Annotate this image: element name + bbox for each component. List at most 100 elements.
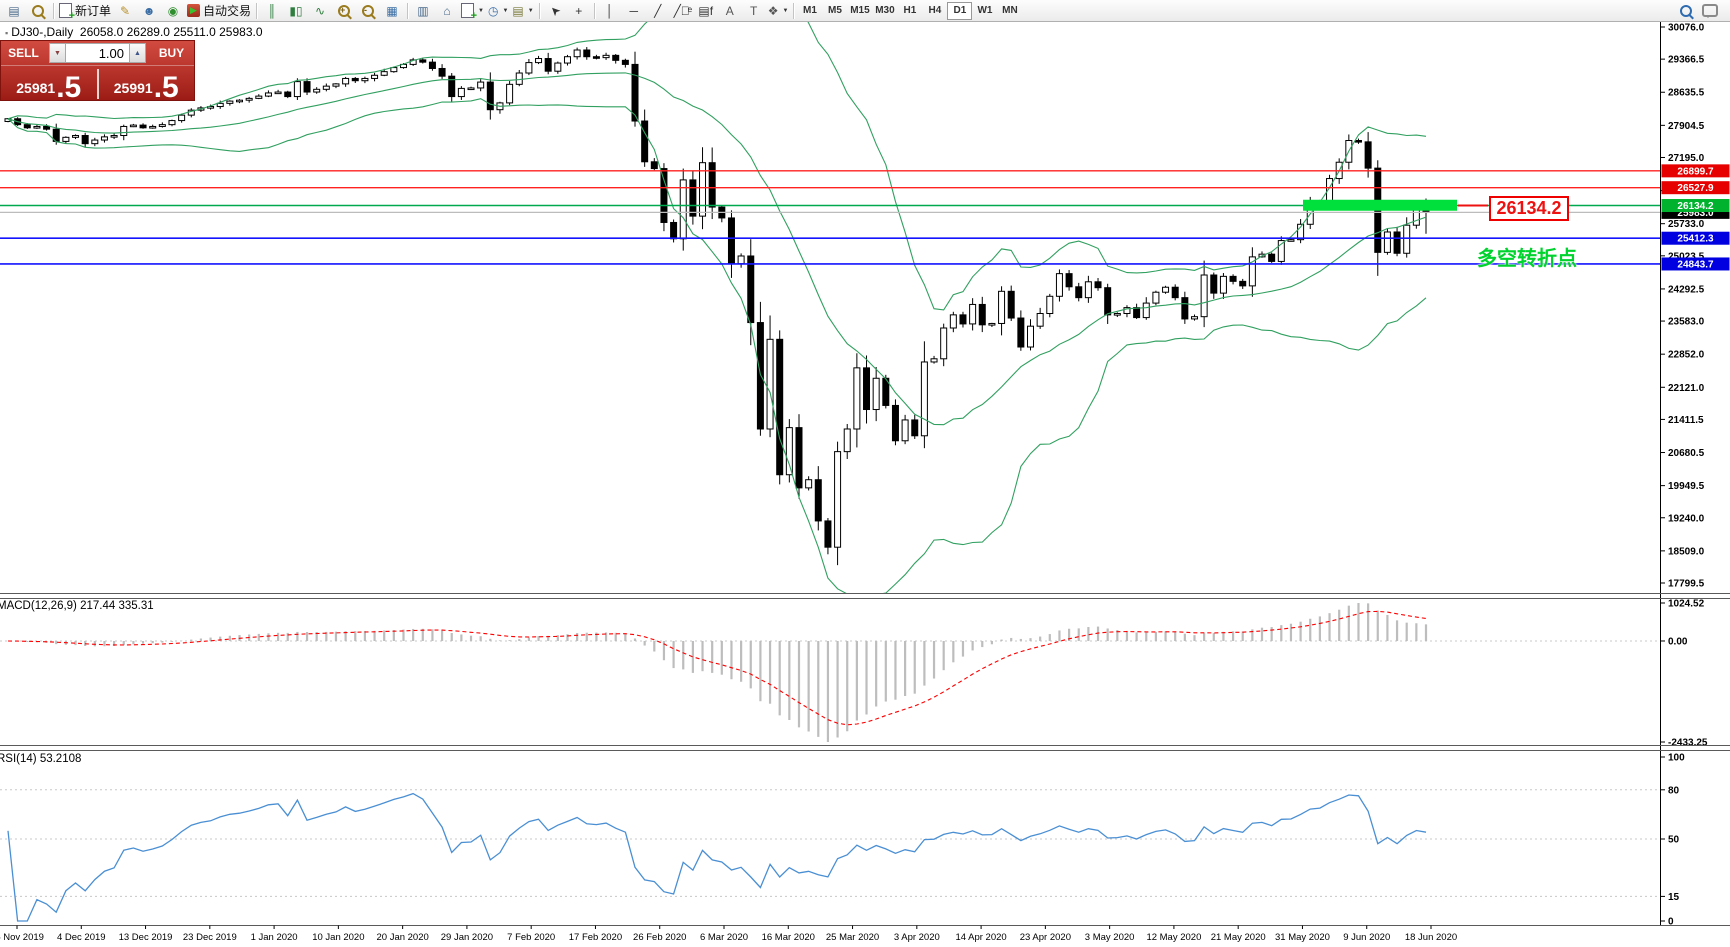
data-window-icon: ▥ (417, 3, 429, 18)
publisher-icon[interactable]: ☻ (137, 2, 161, 20)
line-chart-mode-icon[interactable]: ∿ (308, 2, 332, 20)
autotrading-button[interactable]: ▶ 自动交易 (185, 2, 253, 20)
new-order-button[interactable]: + 新订单 (57, 2, 113, 22)
rsi-pane[interactable] (0, 789, 1660, 922)
search-button[interactable] (1674, 2, 1698, 20)
chart-window-icon: ▤ (8, 3, 20, 18)
timeframe-h1[interactable]: H1 (903, 5, 917, 16)
turning-point-note[interactable]: 多空转折点 (1477, 248, 1577, 270)
macd-axis-label: -2433.25 (1668, 738, 1708, 749)
volume-increase-button[interactable]: ▲ (129, 43, 146, 63)
toolbar-separator (593, 2, 595, 19)
date-axis-label: 26 Feb 2020 (633, 932, 686, 943)
price-axis[interactable]: 30076.029366.528635.527904.527195.026464… (1660, 22, 1730, 928)
arrow-up-icon: ▲ (134, 49, 141, 57)
timeframe-d1[interactable]: D1 (947, 1, 973, 20)
chart-window-icon[interactable]: ▤ (2, 2, 26, 20)
print-preview-icon[interactable] (26, 2, 50, 20)
buy-price[interactable]: 25991 .5 (99, 66, 195, 104)
periods-icon[interactable]: ◷ ▼ (486, 2, 510, 20)
buy-button[interactable]: BUY (158, 46, 185, 60)
equidistant-channel-icon[interactable]: ╱╱ͤ (670, 2, 694, 20)
timeframe-h4[interactable]: H4 (928, 5, 942, 16)
candlestick-mode-icon[interactable]: ▮▯ (284, 2, 308, 20)
price-axis-label: 22121.0 (1668, 383, 1705, 394)
sell-price[interactable]: 25981 .5 (1, 66, 97, 104)
publisher-icon: ☻ (142, 3, 156, 18)
tile-windows-icon[interactable]: ▦ (380, 2, 404, 20)
price-axis-label: 24292.5 (1668, 284, 1705, 295)
toolbar-separator (793, 2, 795, 19)
cursor-icon[interactable]: ➤ (543, 2, 567, 20)
crosshair-icon[interactable]: + (567, 2, 591, 20)
buy-price-fraction: .5 (153, 71, 179, 104)
indicators-add-icon[interactable]: + ▼ (459, 2, 486, 22)
indicators-add-icon: + (461, 3, 477, 22)
price-callout-label[interactable]: 26134.2 (1489, 196, 1569, 221)
signals-icon[interactable]: ◉ (161, 2, 185, 20)
date-axis-label: 21 May 2020 (1211, 932, 1266, 943)
date-axis-label: 31 May 2020 (1275, 932, 1330, 943)
date-axis[interactable]: 25 Nov 2019 4 Dec 2019 13 Dec 2019 23 Dec 2… (0, 925, 1457, 944)
periods-icon: ◷ (487, 3, 499, 18)
price-axis-label: 19240.0 (1668, 513, 1705, 524)
price-axis-label: 29366.5 (1668, 55, 1705, 66)
text-icon[interactable]: A (718, 2, 742, 20)
text-label-icon[interactable]: T (742, 2, 766, 20)
metaeditor-icon[interactable]: ✎ (113, 2, 137, 20)
volume-decrease-button[interactable]: ▼ (49, 43, 66, 63)
line-chart-mode-icon: ∿ (315, 3, 326, 18)
vertical-line-icon[interactable]: │ (598, 2, 622, 20)
timeframe-w1[interactable]: W1 (977, 5, 993, 16)
timeframe-m30[interactable]: M30 (875, 5, 895, 16)
price-axis-label: 21411.5 (1668, 415, 1704, 426)
candlestick-mode-icon: ▮▯ (289, 3, 303, 18)
toolbar-separator (256, 2, 258, 19)
main-chart-pane[interactable] (0, 0, 1660, 599)
chat-button[interactable] (1698, 2, 1722, 20)
macd-pane[interactable] (0, 603, 1660, 742)
data-window-icon[interactable]: ▥ (411, 2, 435, 20)
date-axis-label: 13 Dec 2019 (119, 932, 173, 943)
date-axis-label: 6 Mar 2020 (700, 932, 748, 943)
arrows-icon[interactable]: ❖ ▼ (766, 2, 791, 20)
new-order-icon: + (59, 3, 75, 22)
rsi-line (7, 792, 1427, 922)
sell-button[interactable]: SELL (8, 46, 39, 60)
rsi-indicator-label: RSI(14) 53.2108 (0, 753, 82, 765)
timeframe-m15[interactable]: M15 (850, 5, 870, 16)
price-axis-label: 19949.5 (1668, 481, 1705, 492)
dropdown-caret-icon: ▼ (502, 7, 509, 14)
horizontal-line-icon: ─ (629, 3, 638, 18)
toolbar-separator (538, 2, 540, 19)
symbol-marker-icon: ▪ (5, 28, 9, 38)
toolbar-separator (407, 2, 409, 19)
price-badge-text: 26134.2 (1677, 201, 1714, 212)
horizontal-line-icon[interactable]: ─ (622, 2, 646, 20)
metaeditor-icon: ✎ (119, 3, 131, 18)
bar-chart-mode-icon[interactable]: ║ (260, 2, 284, 20)
text-icon: A (725, 3, 734, 18)
sell-price-fraction: .5 (56, 71, 82, 104)
navigator-icon[interactable]: ⌂ (435, 2, 459, 20)
templates-icon[interactable]: ▤ ▼ (510, 2, 535, 20)
zoom-out-icon: - (362, 4, 375, 17)
date-axis-label: 23 Dec 2019 (183, 932, 237, 943)
crosshair-icon: + (575, 3, 583, 18)
timeframe-m1[interactable]: M1 (802, 5, 817, 16)
price-axis-label: 27904.5 (1668, 121, 1705, 132)
volume-input[interactable]: 1.00 (66, 43, 129, 63)
zoom-out-icon[interactable]: - (356, 2, 380, 20)
date-axis-label: 4 Dec 2019 (57, 932, 106, 943)
bar-chart-mode-icon: ║ (267, 3, 277, 18)
date-axis-label: 10 Jan 2020 (312, 932, 364, 943)
price-badge (1661, 199, 1730, 213)
timeframe-mn[interactable]: MN (1002, 5, 1018, 16)
timeframe-m5[interactable]: M5 (827, 5, 842, 16)
trendline-icon[interactable]: ╱ (646, 2, 670, 20)
arrow-down-icon: ▼ (54, 49, 61, 57)
trendline-icon: ╱ (654, 3, 662, 18)
fibonacci-icon[interactable]: ▤f (694, 2, 718, 20)
zoom-in-icon[interactable]: + (332, 2, 356, 20)
